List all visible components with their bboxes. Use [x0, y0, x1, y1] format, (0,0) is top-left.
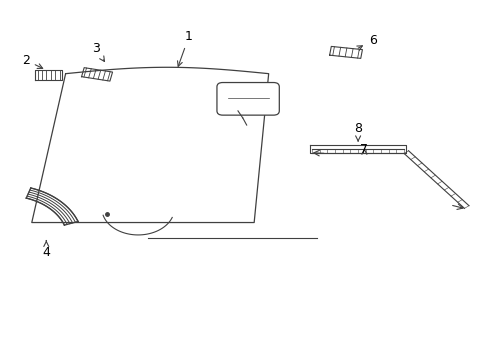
Text: 4: 4 [42, 240, 50, 259]
Text: 3: 3 [91, 42, 104, 62]
Text: 7: 7 [360, 143, 367, 156]
FancyBboxPatch shape [217, 82, 279, 115]
Text: 8: 8 [353, 122, 362, 141]
Text: 5: 5 [253, 99, 275, 112]
Text: 1: 1 [177, 30, 192, 66]
Text: 2: 2 [22, 54, 42, 68]
Text: 6: 6 [356, 33, 376, 50]
